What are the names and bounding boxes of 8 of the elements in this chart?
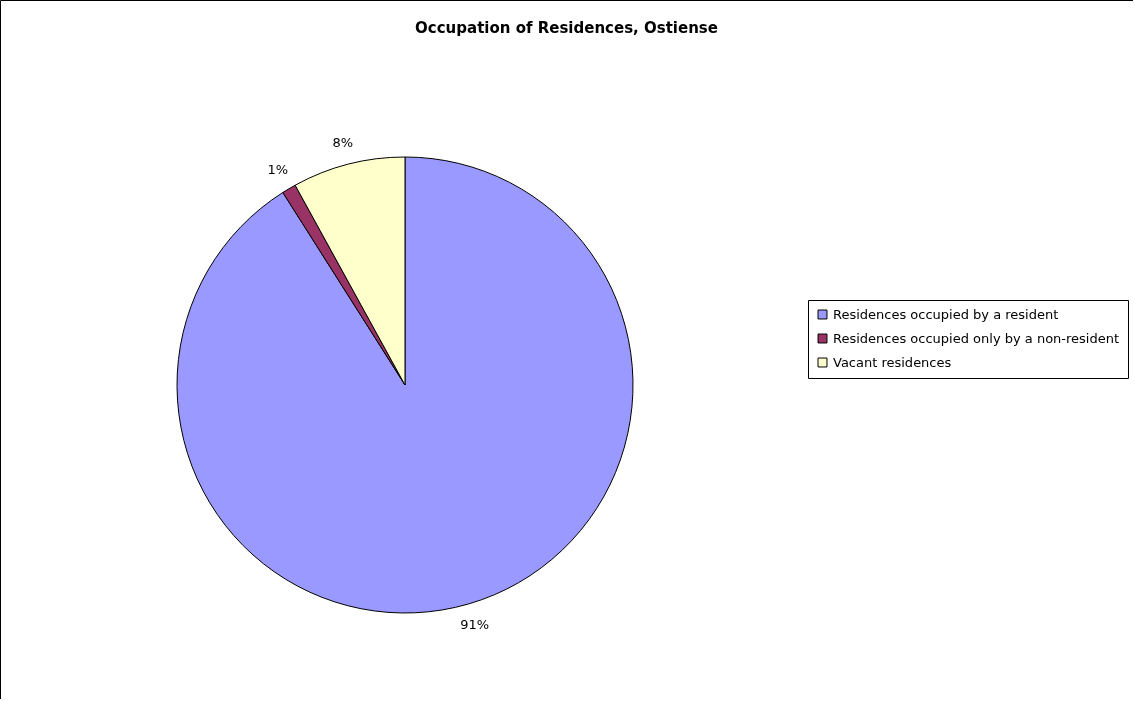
chart-title: Occupation of Residences, Ostiense <box>415 19 718 37</box>
data-label: 8% <box>332 134 354 150</box>
legend-label: Residences occupied by a resident <box>833 306 1059 322</box>
data-label: 91% <box>460 617 490 633</box>
legend-label: Vacant residences <box>833 354 952 370</box>
pie-slice <box>176 156 634 614</box>
data-label: 1% <box>267 161 289 177</box>
legend-label: Residences occupied only by a non-resident <box>833 330 1120 346</box>
